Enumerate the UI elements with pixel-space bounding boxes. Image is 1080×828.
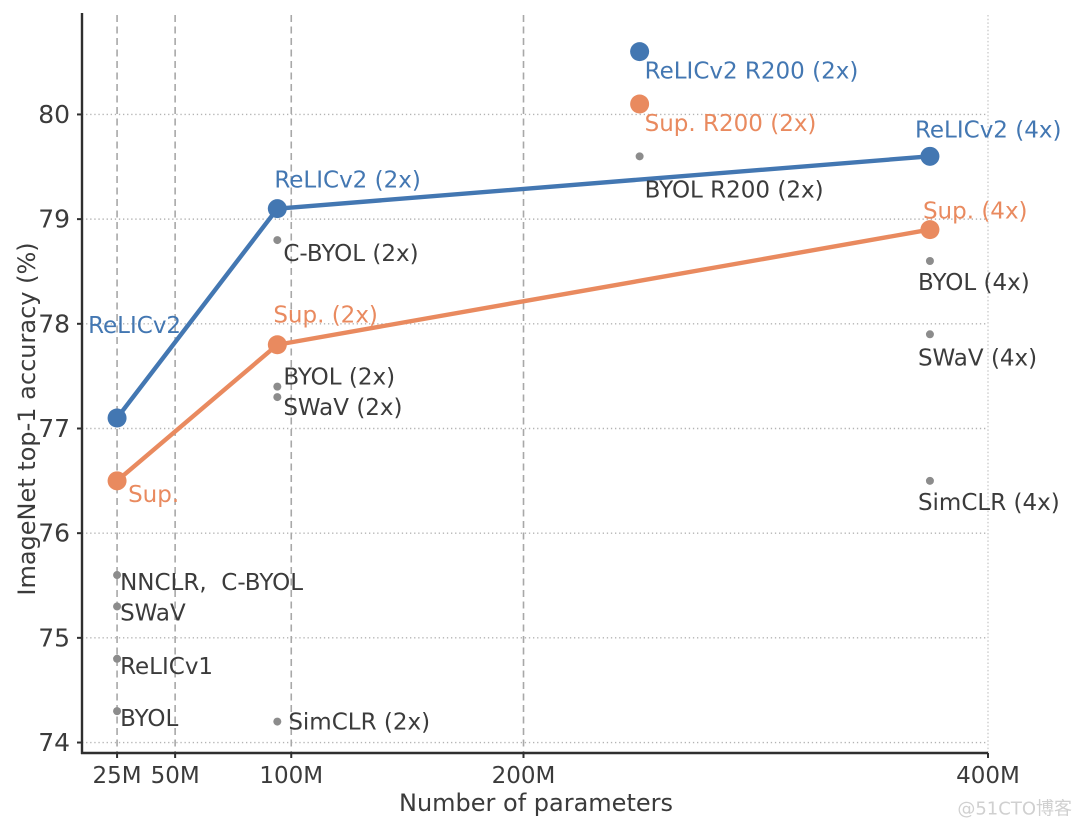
- data-point-baselines: [925, 257, 934, 265]
- sup-label: Sup.: [128, 482, 179, 508]
- relicv1-label: ReLICv1: [120, 654, 213, 680]
- data-point-baselines: [273, 236, 282, 245]
- relicv2-r200-2x-label: ReLICv2 R200 (2x): [645, 59, 859, 85]
- data-point-sup-r200-2x: [630, 94, 650, 114]
- swav-label: SWaV: [120, 600, 186, 626]
- y-tick-label-78: 78: [38, 309, 70, 338]
- data-point-baselines: [273, 382, 282, 391]
- nnclr-c-byol-label: NNCLR, C-BYOL: [120, 570, 303, 596]
- x-axis-label: Number of parameters: [399, 789, 673, 817]
- swav-4x-label: SWaV (4x): [918, 345, 1037, 371]
- byol-4x-label: BYOL (4x): [918, 270, 1030, 296]
- data-point-baselines: [925, 330, 934, 339]
- x-tick-label-50M: 50M: [151, 763, 200, 789]
- data-point-baselines: [113, 707, 122, 716]
- data-point-baselines: [113, 654, 122, 663]
- watermark: @51CTO博客: [957, 799, 1072, 820]
- relicv2-4x-label: ReLICv2 (4x): [915, 117, 1062, 143]
- y-tick-label-77: 77: [38, 414, 70, 443]
- y-tick-label-80: 80: [38, 100, 70, 129]
- x-tick-label-100M: 100M: [259, 763, 323, 789]
- data-point-baselines: [273, 717, 282, 726]
- byol-label: BYOL: [120, 706, 178, 732]
- sup-r200-2x-label: Sup. R200 (2x): [645, 111, 817, 137]
- relicv2-label: ReLICv2: [88, 313, 181, 339]
- data-point-relicv2: [267, 199, 287, 219]
- data-point-sup: [920, 220, 940, 240]
- sup-2x-label: Sup. (2x): [273, 303, 378, 329]
- sup-4x-label: Sup. (4x): [923, 199, 1028, 225]
- simclr-2x-label: SimCLR (2x): [288, 710, 430, 736]
- data-point-relicv2-r200-2x: [630, 42, 650, 62]
- relicv2-2x-label: ReLICv2 (2x): [274, 168, 421, 194]
- data-point-baselines: [113, 571, 122, 580]
- c-byol-2x-label: C-BYOL (2x): [283, 241, 418, 267]
- y-tick-label-79: 79: [38, 205, 70, 234]
- data-point-baselines: [635, 152, 644, 161]
- swav-2x-label: SWaV (2x): [283, 395, 402, 421]
- data-point-relicv2: [920, 146, 940, 166]
- y-axis-label: ImageNet top-1 accuracy (%): [13, 242, 41, 595]
- data-point-sup: [107, 471, 127, 491]
- x-tick-label-200M: 200M: [492, 763, 556, 789]
- data-point-baselines: [273, 393, 282, 402]
- simclr-4x-label: SimCLR (4x): [918, 490, 1060, 516]
- y-tick-label-75: 75: [38, 623, 70, 652]
- data-point-relicv2: [107, 408, 127, 428]
- data-point-baselines: [925, 476, 934, 485]
- y-tick-label-74: 74: [38, 728, 70, 757]
- data-point-baselines: [113, 602, 122, 611]
- x-tick-label-400M: 400M: [956, 763, 1020, 789]
- byol-2x-label: BYOL (2x): [283, 365, 395, 391]
- byol-r200-2x-label: BYOL R200 (2x): [645, 177, 824, 203]
- x-tick-label-25M: 25M: [93, 763, 142, 789]
- y-tick-label-76: 76: [38, 519, 70, 548]
- data-point-sup: [267, 335, 287, 355]
